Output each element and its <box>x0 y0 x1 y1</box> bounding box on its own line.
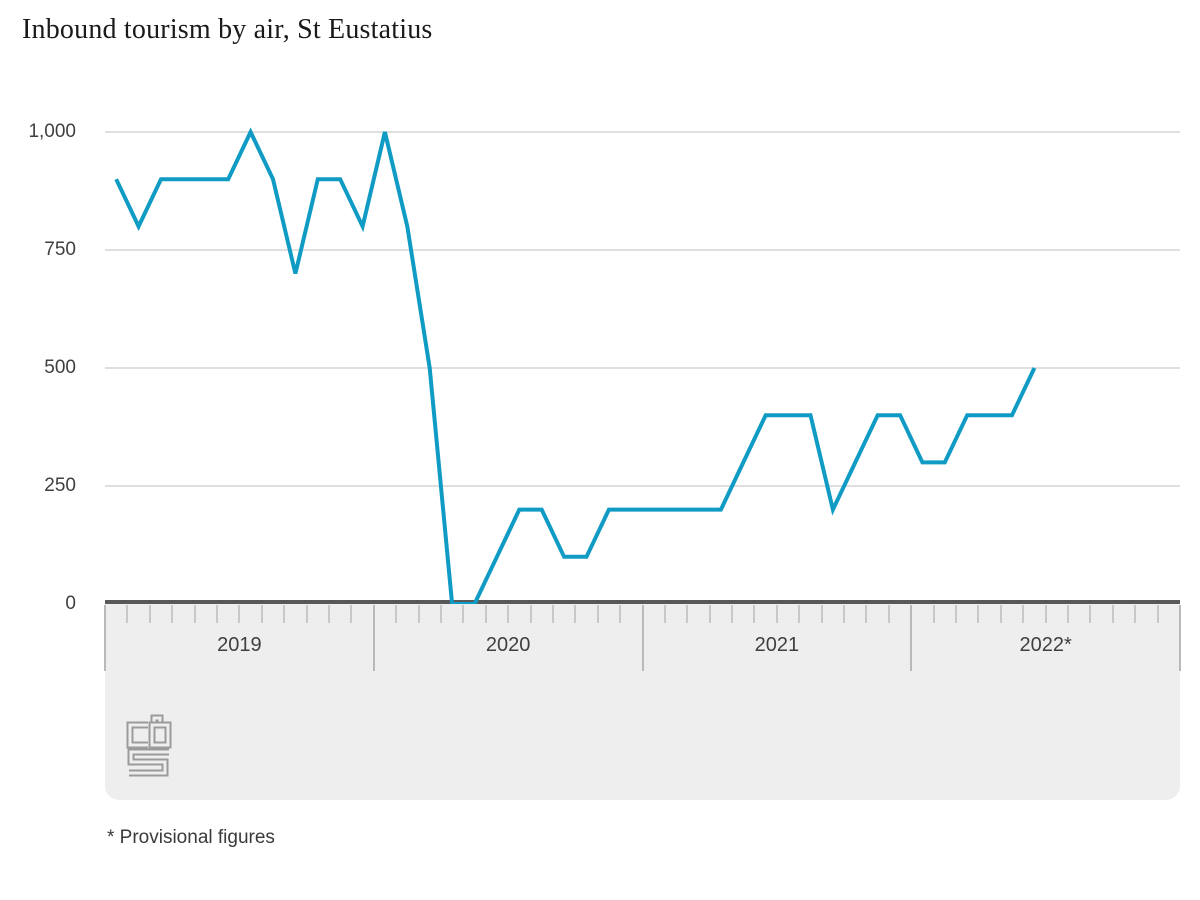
month-tick <box>686 605 689 623</box>
month-tick <box>619 605 622 623</box>
zero-axis-line <box>105 600 1180 604</box>
month-tick <box>1044 605 1047 623</box>
month-tick <box>865 605 868 623</box>
year-divider <box>1179 605 1181 671</box>
month-tick <box>753 605 756 623</box>
month-tick <box>126 605 129 623</box>
month-tick <box>663 605 666 623</box>
month-tick <box>462 605 465 623</box>
month-tick <box>574 605 577 623</box>
month-tick <box>887 605 890 623</box>
month-tick <box>283 605 286 623</box>
month-tick <box>708 605 711 623</box>
month-tick <box>327 605 330 623</box>
month-tick <box>1134 605 1137 623</box>
month-tick <box>977 605 980 623</box>
month-tick <box>305 605 308 623</box>
month-tick <box>193 605 196 623</box>
month-tick <box>507 605 510 623</box>
data-line <box>114 127 1037 606</box>
month-tick <box>731 605 734 623</box>
month-tick <box>1111 605 1114 623</box>
year-divider <box>372 605 375 671</box>
year-divider <box>641 605 644 671</box>
month-tick <box>596 605 599 623</box>
month-tick <box>171 605 174 623</box>
y-tick-label: 750 <box>44 239 76 260</box>
month-tick <box>484 605 487 623</box>
month-tick <box>260 605 263 623</box>
year-label: 2022* <box>1019 634 1072 656</box>
month-tick <box>148 605 151 623</box>
month-tick <box>932 605 935 623</box>
year-divider <box>910 605 913 671</box>
year-label: 2020 <box>485 634 531 656</box>
month-tick <box>999 605 1002 623</box>
chart-title: Inbound tourism by air, St Eustatius <box>22 14 433 45</box>
month-tick <box>350 605 353 623</box>
month-tick <box>529 605 532 623</box>
month-tick <box>551 605 554 623</box>
x-axis-band: 2019 2020 2021 2022* <box>104 604 1181 800</box>
month-tick <box>1022 605 1025 623</box>
y-tick-label: 1,000 <box>28 121 76 142</box>
footnote: * Provisional figures <box>107 827 275 848</box>
month-tick <box>1156 605 1159 623</box>
year-label: 2021 <box>754 634 800 656</box>
year-label: 2019 <box>217 634 262 656</box>
month-tick <box>1067 605 1070 623</box>
month-tick <box>417 605 420 623</box>
month-tick <box>238 605 241 623</box>
month-tick <box>820 605 823 623</box>
month-tick <box>395 605 398 623</box>
month-tick <box>439 605 442 623</box>
y-tick-label: 500 <box>44 357 76 378</box>
month-tick <box>955 605 958 623</box>
month-tick <box>843 605 846 623</box>
month-tick <box>215 605 218 623</box>
cbs-logo <box>126 714 172 777</box>
y-tick-label: 250 <box>44 475 76 496</box>
month-tick <box>798 605 801 623</box>
month-tick <box>1089 605 1092 623</box>
plot-area <box>105 127 1180 606</box>
month-tick <box>775 605 778 623</box>
y-tick-label: 0 <box>65 593 76 614</box>
year-divider <box>104 605 106 671</box>
